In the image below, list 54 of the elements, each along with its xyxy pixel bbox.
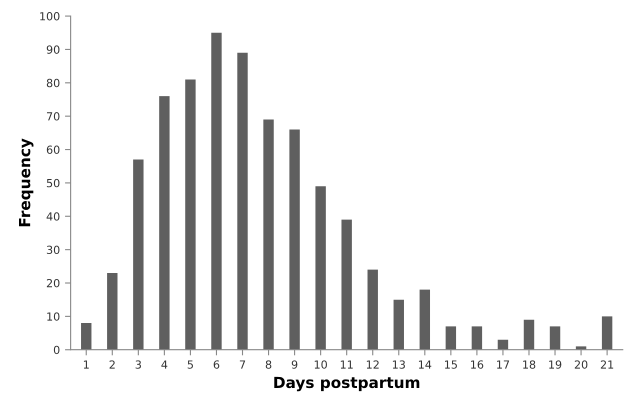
x-tick-label: 2 — [110, 360, 115, 369]
x-tick-label: 15 — [445, 360, 457, 369]
bar — [81, 323, 92, 350]
bar — [133, 160, 144, 350]
y-tick-label: 100 — [40, 12, 60, 20]
bar — [315, 186, 326, 350]
y-tick-label: 70 — [46, 112, 60, 121]
bar — [341, 220, 352, 350]
bar — [289, 130, 300, 350]
x-tick-label: 20 — [574, 360, 588, 369]
y-tick-label: 0 — [54, 346, 60, 354]
x-tick-label: 19 — [549, 360, 562, 369]
x-tick-label: 17 — [497, 360, 510, 369]
bar — [524, 320, 534, 350]
bar — [472, 326, 482, 350]
x-tick-label: 14 — [418, 360, 432, 369]
x-tick-label: 9 — [292, 360, 298, 369]
x-tick-label: 21 — [600, 360, 614, 369]
x-tick-label: 12 — [366, 360, 379, 369]
x-tick-label: 16 — [471, 360, 484, 369]
bar — [237, 52, 248, 350]
y-tick-label: 60 — [46, 146, 60, 154]
x-tick-label: 1 — [84, 360, 89, 369]
x-tick-label: 6 — [214, 360, 220, 369]
bar — [185, 79, 196, 350]
y-axis-title: Frequency — [19, 138, 34, 226]
bar — [263, 120, 274, 350]
x-tick-label: 3 — [136, 360, 141, 369]
bar — [159, 96, 170, 350]
bar — [211, 32, 222, 350]
bar — [498, 340, 508, 350]
bar — [550, 326, 560, 350]
y-tick-label: 40 — [46, 212, 60, 221]
x-tick-label: 10 — [314, 360, 327, 369]
bar — [446, 326, 456, 350]
y-tick-label: 90 — [46, 45, 60, 54]
y-tick-label: 80 — [46, 78, 60, 88]
x-tick-label: 5 — [188, 360, 193, 369]
x-tick-label: 13 — [392, 360, 405, 369]
x-tick-label: 18 — [523, 360, 536, 369]
bar — [394, 300, 404, 350]
x-tick-label: 8 — [266, 360, 272, 369]
x-tick-label: 4 — [161, 360, 168, 369]
bar — [368, 270, 378, 350]
x-tick-label: 11 — [340, 360, 353, 369]
x-tick-label: 7 — [240, 360, 246, 369]
y-tick-label: 20 — [46, 278, 60, 288]
y-tick-label: 30 — [46, 246, 60, 254]
x-axis-title: Days postpartum — [274, 376, 420, 392]
bar — [107, 273, 118, 350]
y-tick-label: 50 — [46, 178, 60, 188]
y-tick-label: 10 — [47, 312, 60, 321]
bar — [602, 316, 612, 350]
bar — [420, 290, 430, 350]
